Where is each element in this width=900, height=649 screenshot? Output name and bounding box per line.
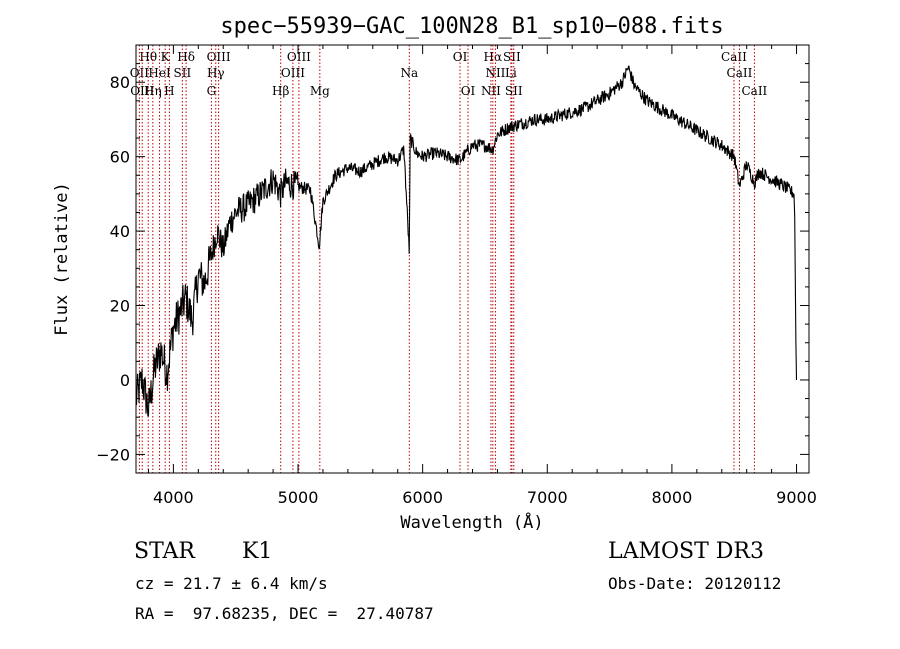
- survey-name: LAMOST DR3: [608, 539, 764, 564]
- line-id-label: Hη: [144, 84, 162, 98]
- line-id-label: OI: [461, 84, 476, 98]
- line-id-label: CaII: [721, 50, 747, 64]
- redshift-readout: cz = 21.7 ± 6.4 km/s: [135, 574, 328, 593]
- line-id-label: Li: [505, 66, 517, 80]
- line-id-label: OIII: [207, 50, 231, 64]
- line-id-label: G: [207, 84, 217, 98]
- line-id-label: HeI: [148, 66, 171, 80]
- x-tick-label: 4000: [153, 488, 194, 507]
- x-tick-label: 5000: [278, 488, 319, 507]
- line-id-label: SII: [505, 84, 523, 98]
- line-id-label: Hγ: [207, 66, 225, 80]
- x-tick-label: 9000: [776, 488, 817, 507]
- observation-date: Obs-Date: 20120112: [608, 574, 782, 593]
- line-id-label: CaII: [727, 66, 753, 80]
- y-tick-label: 40: [110, 222, 130, 241]
- line-id-label: Hβ: [272, 84, 289, 98]
- line-id-label: H: [164, 84, 174, 98]
- x-axis-label: Wavelength (Å): [400, 511, 543, 533]
- line-id-label: OI: [453, 50, 468, 64]
- line-id-label: OIII: [281, 66, 305, 80]
- line-id-label: OIII: [287, 50, 311, 64]
- object-class: STAR: [134, 539, 195, 564]
- line-id-label: Hα: [484, 50, 503, 64]
- x-tick-label: 7000: [527, 488, 568, 507]
- y-tick-label: 60: [110, 148, 130, 167]
- line-id-label: Hδ: [177, 50, 195, 64]
- x-tick-label: 8000: [652, 488, 693, 507]
- line-id-label: CaII: [741, 84, 767, 98]
- line-id-label: Mg: [310, 84, 330, 98]
- line-id-label: K: [161, 50, 171, 64]
- chart-title: spec−55939−GAC_100N28_B1_sp10−088.fits: [220, 14, 723, 39]
- x-tick-label: 6000: [402, 488, 443, 507]
- y-tick-label: 0: [120, 371, 130, 390]
- y-tick-label: −20: [96, 445, 130, 464]
- plot-frame: [135, 44, 810, 474]
- line-id-label: OII: [130, 66, 150, 80]
- line-id-label: NII: [481, 84, 501, 98]
- object-subclass: K1: [242, 539, 273, 564]
- coordinates-readout: RA = 97.68235, DEC = 27.40787: [135, 604, 434, 623]
- line-id-label: Na: [400, 66, 418, 80]
- y-axis-label: Flux (relative): [52, 182, 72, 336]
- y-tick-label: 20: [110, 297, 130, 316]
- line-id-label: SII: [174, 66, 192, 80]
- line-id-label: SII: [503, 50, 521, 64]
- y-tick-label: 80: [110, 73, 130, 92]
- flux-series-line: [135, 65, 798, 417]
- line-id-label: NII: [485, 66, 505, 80]
